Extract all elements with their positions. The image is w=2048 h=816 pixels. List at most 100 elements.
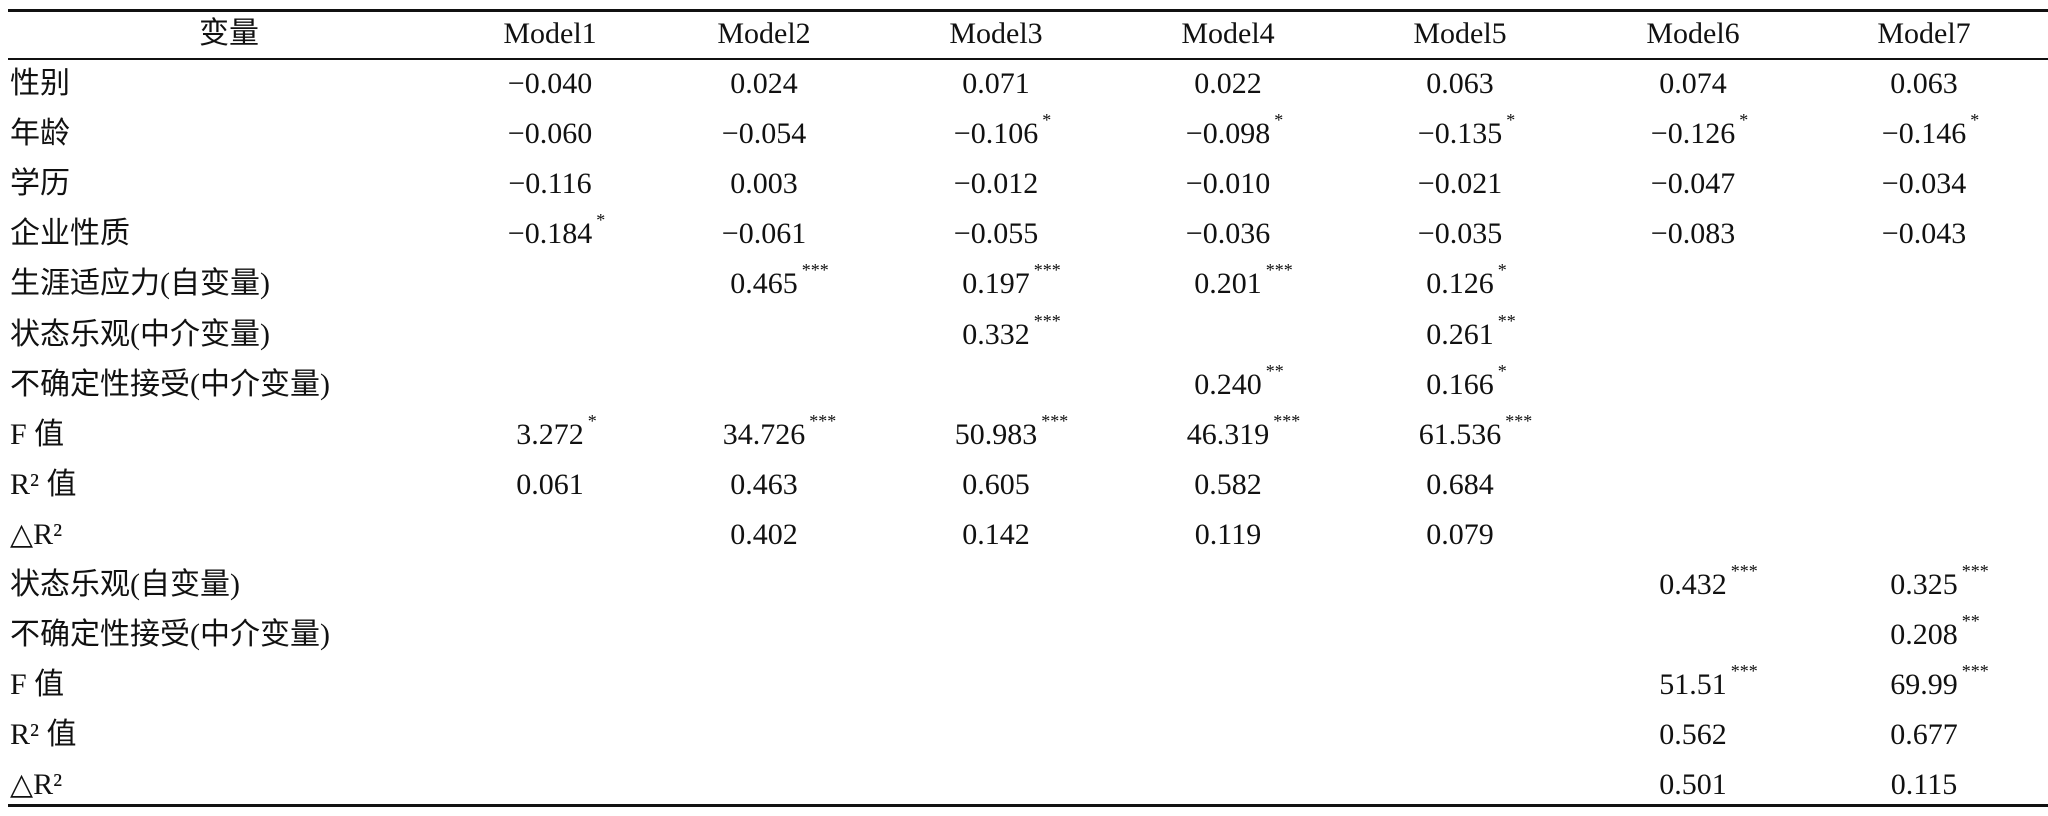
cell-value: 0.261 ** <box>1426 310 1516 351</box>
cell-value: 0.677 <box>1890 718 1958 752</box>
cell-value: 0.197 *** <box>962 260 1061 301</box>
bottom-rule <box>8 804 2048 807</box>
significance: *** <box>1265 260 1293 281</box>
cell-value: −0.061 <box>721 217 807 251</box>
cell-value: 3.272 * <box>516 410 597 451</box>
cell-value: 0.063 <box>1890 67 1958 100</box>
row-label: 性别 <box>10 67 70 100</box>
row-label: 状态乐观(自变量) <box>10 568 240 601</box>
row-label: 年龄 <box>10 117 70 151</box>
cell-value: −0.043 <box>1881 217 1967 251</box>
cell-value: −0.010 <box>1185 167 1271 201</box>
cell-value: −0.184 * <box>507 210 606 251</box>
cell-value: −0.021 <box>1417 167 1503 201</box>
significance: *** <box>1505 410 1533 431</box>
row-label: 学历 <box>10 167 70 201</box>
cell-value: −0.098 * <box>1185 110 1284 151</box>
significance: *** <box>1961 561 1989 581</box>
cell-value: 0.061 <box>516 467 584 501</box>
significance: * <box>1497 260 1507 281</box>
cell-value: 0.115 <box>1890 768 1958 802</box>
row-label: △R² <box>10 517 63 551</box>
cell-value: −0.135 * <box>1417 110 1516 151</box>
row-label: 不确定性接受(中介变量) <box>10 618 330 652</box>
row-label: F 值 <box>10 417 65 451</box>
significance: * <box>1042 110 1052 131</box>
cell-value: −0.083 <box>1650 217 1736 251</box>
cell-value: 0.332 *** <box>962 310 1061 351</box>
significance: *** <box>1033 260 1061 281</box>
cell-value: 34.726 *** <box>722 410 837 451</box>
cell-value: 0.074 <box>1659 67 1727 100</box>
cell-value: 0.463 <box>730 467 798 501</box>
header-cell: Model5 <box>1413 17 1507 50</box>
cell-value: 0.240 ** <box>1194 360 1284 401</box>
cell-value: 0.126 * <box>1426 260 1507 301</box>
significance: *** <box>809 410 837 431</box>
cell-value: 0.063 <box>1426 67 1494 100</box>
cell-value: −0.012 <box>953 167 1039 201</box>
significance: *** <box>1041 410 1069 431</box>
cell-value: −0.126 * <box>1650 110 1749 151</box>
significance: * <box>1739 110 1749 131</box>
cell-value: 46.319 *** <box>1186 410 1301 451</box>
cell-value: −0.060 <box>507 117 593 151</box>
row-label: 企业性质 <box>10 217 130 251</box>
cell-value: 0.432 *** <box>1659 561 1758 601</box>
cell-value: 0.166 * <box>1426 360 1507 401</box>
cell-value: 0.325 *** <box>1890 561 1989 601</box>
significance: ** <box>1265 360 1284 381</box>
header-cell: Model4 <box>1181 17 1275 50</box>
significance: *** <box>1961 661 1989 682</box>
significance: *** <box>1033 310 1061 331</box>
cell-value: −0.055 <box>953 217 1039 251</box>
significance: * <box>596 210 606 231</box>
significance: ** <box>1961 611 1980 632</box>
significance: * <box>1506 110 1516 131</box>
cell-value: 0.079 <box>1426 517 1494 551</box>
cell-value: 61.536 *** <box>1418 410 1533 451</box>
significance: *** <box>1730 661 1758 682</box>
row-label: △R² <box>10 768 63 802</box>
cell-value: −0.034 <box>1881 167 1967 201</box>
cell-value: 0.119 <box>1194 517 1262 551</box>
cell-value: 0.684 <box>1426 467 1494 501</box>
header-cell: Model2 <box>717 17 811 50</box>
cell-value: 0.501 <box>1659 768 1727 802</box>
cell-value: −0.106 * <box>953 110 1052 151</box>
significance: *** <box>801 260 829 281</box>
top-rule <box>8 9 2048 12</box>
cell-value: 0.582 <box>1194 467 1262 501</box>
row-label: 生涯适应力(自变量) <box>10 267 270 301</box>
header-cell: Model1 <box>503 17 597 50</box>
cell-value: 0.208 ** <box>1890 611 1980 652</box>
cell-value: 0.465 *** <box>730 260 829 301</box>
cell-value: 69.99 *** <box>1890 661 1989 702</box>
cell-value: −0.047 <box>1650 167 1736 201</box>
significance: *** <box>1730 561 1758 581</box>
row-label: R² 值 <box>10 718 77 752</box>
header-cell: Model7 <box>1877 17 1971 50</box>
cell-value: 50.983 *** <box>954 410 1069 451</box>
cell-value: 0.201 *** <box>1194 260 1293 301</box>
cell-value: −0.040 <box>507 67 593 100</box>
cell-value: −0.116 <box>508 167 592 201</box>
cell-value: 0.022 <box>1194 67 1262 100</box>
significance: ** <box>1497 310 1516 331</box>
significance: * <box>1970 110 1980 131</box>
cell-value: 0.605 <box>962 467 1030 501</box>
significance: * <box>1497 360 1507 381</box>
row-label: 状态乐观(中介变量) <box>10 317 270 351</box>
cell-value: −0.035 <box>1417 217 1503 251</box>
cell-value: 51.51 *** <box>1659 661 1758 702</box>
significance: *** <box>1273 410 1301 431</box>
significance: * <box>587 410 597 431</box>
header-cell: 变量 <box>199 17 259 50</box>
cell-value: 0.142 <box>962 517 1030 551</box>
cell-value: −0.146 * <box>1881 110 1980 151</box>
significance: * <box>1274 110 1284 131</box>
cell-value: 0.024 <box>730 67 798 100</box>
cell-value: −0.036 <box>1185 217 1271 251</box>
cell-value: 0.003 <box>730 167 798 201</box>
